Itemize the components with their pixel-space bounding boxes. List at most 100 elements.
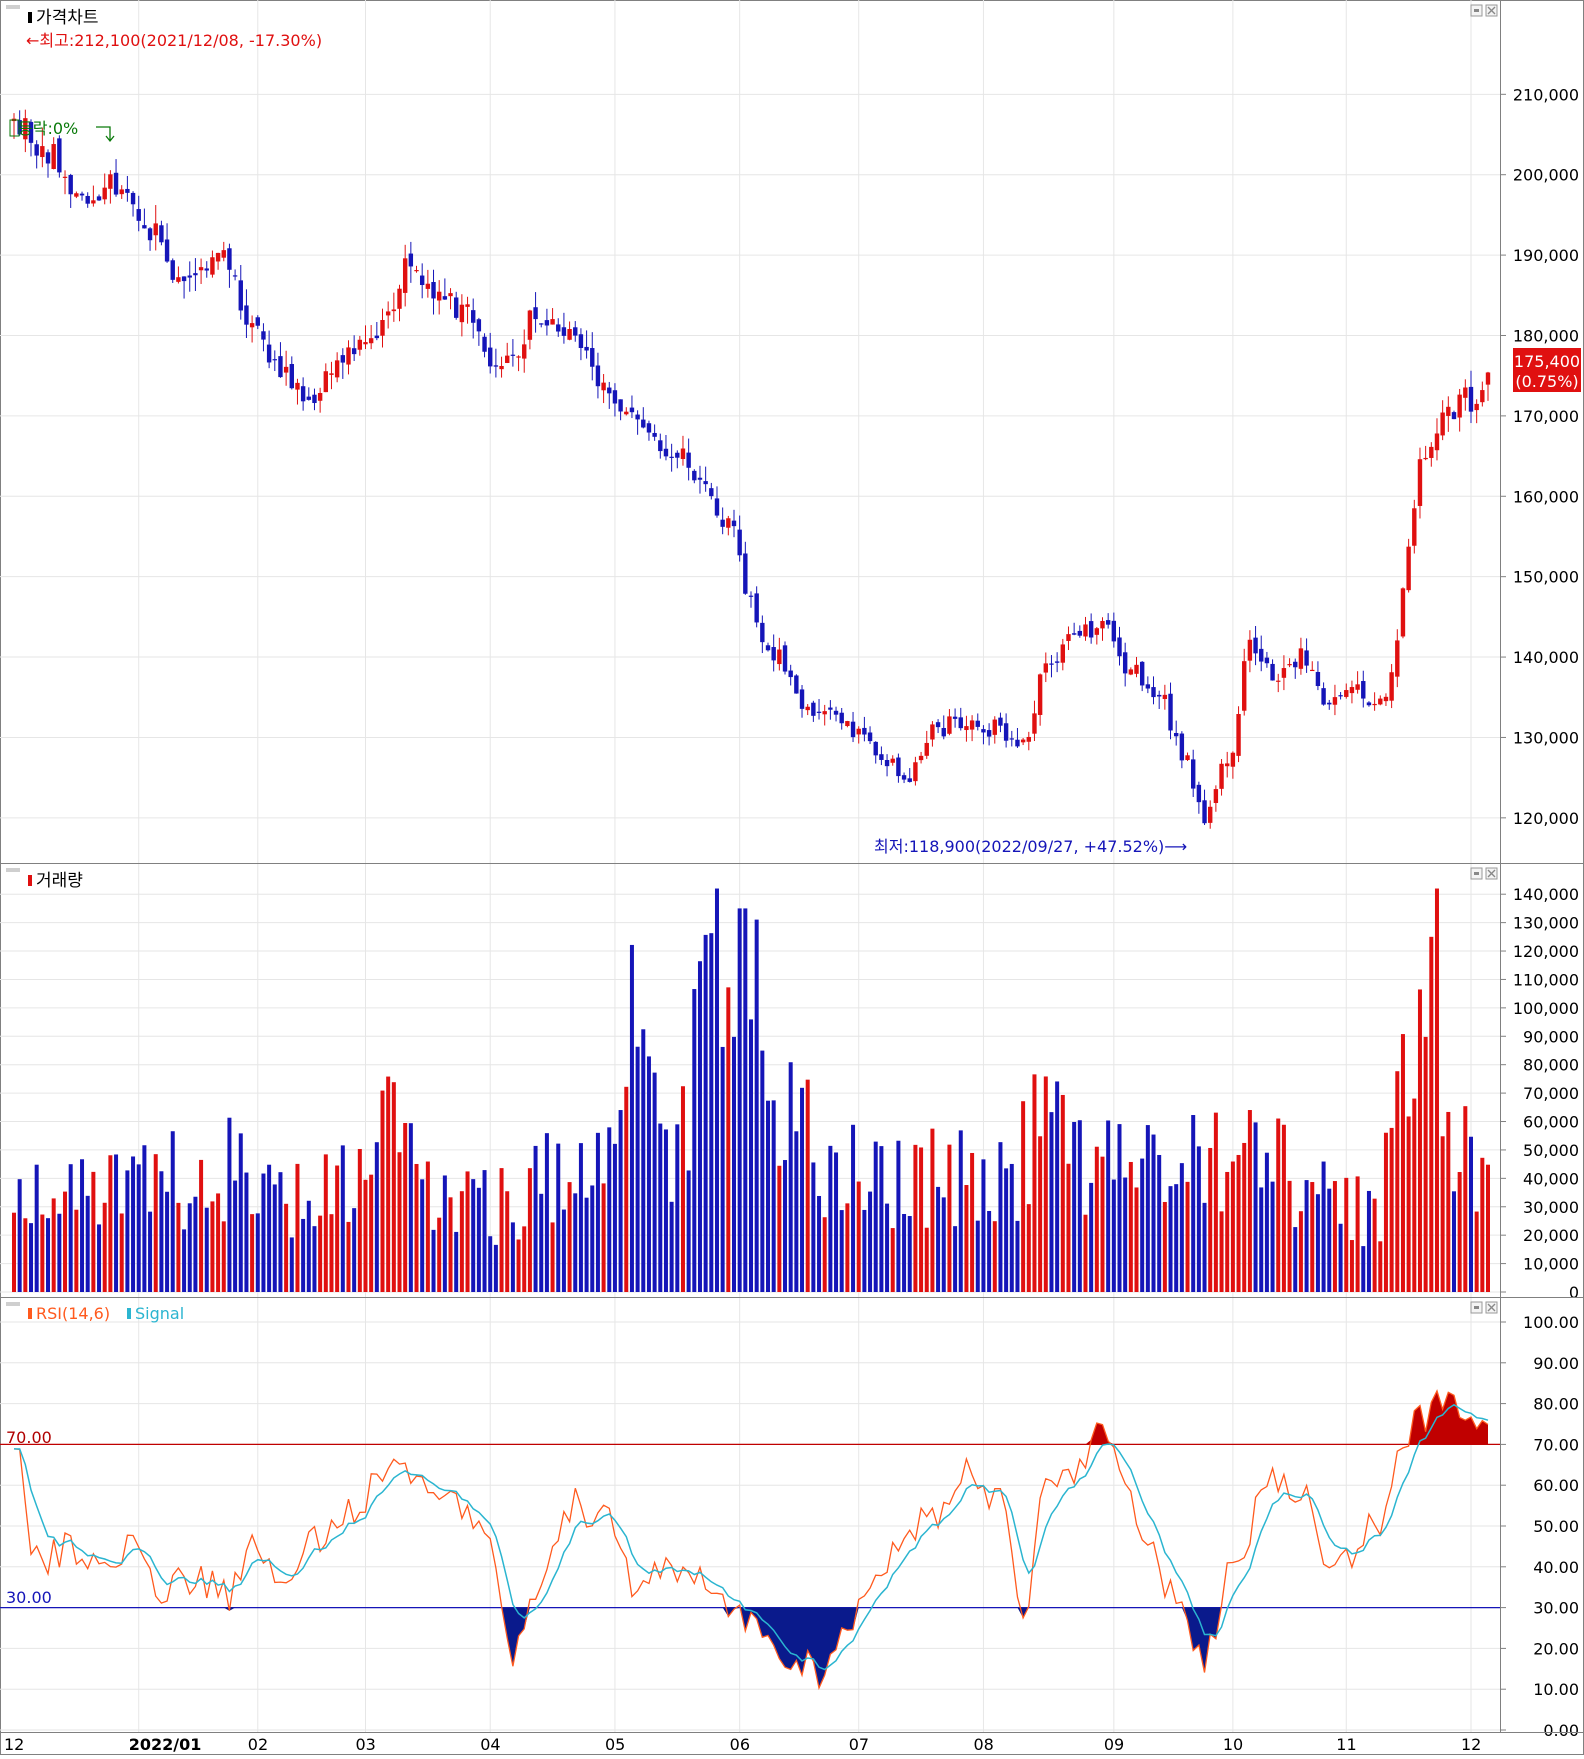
- volume-bar: [278, 1172, 283, 1292]
- volume-bar: [1185, 1181, 1190, 1292]
- volume-bar: [936, 1186, 941, 1292]
- candle-body: [896, 757, 901, 777]
- volume-bar: [1015, 1220, 1020, 1292]
- candle-body: [1446, 406, 1451, 416]
- volume-bar: [919, 1147, 924, 1292]
- candle-body: [334, 360, 340, 378]
- candle-body: [408, 253, 414, 267]
- candle-body: [992, 719, 997, 735]
- time-axis-label: 12: [4, 1735, 24, 1754]
- candle-body: [1156, 694, 1162, 697]
- candle-body: [1020, 739, 1026, 743]
- volume-bar: [1429, 936, 1434, 1292]
- candle-body: [227, 248, 232, 270]
- time-axis-label: 02: [248, 1735, 268, 1754]
- volume-bar: [669, 1201, 674, 1292]
- volume-bar: [1327, 1188, 1332, 1292]
- candle-body: [363, 342, 368, 345]
- volume-bar: [159, 1171, 164, 1292]
- candle-body: [748, 595, 754, 597]
- volume-bar: [1259, 1187, 1264, 1292]
- candle-body: [567, 329, 572, 340]
- volume-bar: [731, 1036, 736, 1292]
- volume-bar: [902, 1213, 907, 1292]
- candle-body: [1287, 664, 1292, 666]
- volume-bar: [1026, 1204, 1031, 1292]
- candle-body: [1344, 690, 1349, 697]
- price-tick-label: 120,000: [1513, 809, 1579, 828]
- volume-bar: [182, 1229, 187, 1292]
- candle-body: [635, 414, 640, 420]
- volume-bar: [1423, 1036, 1428, 1292]
- candle-body: [1179, 733, 1185, 761]
- volume-bar: [408, 1123, 413, 1292]
- volume-bar: [896, 1140, 901, 1292]
- volume-tick-label: 60,000: [1523, 1113, 1579, 1132]
- candle-body: [652, 432, 657, 437]
- candle-body: [1395, 640, 1400, 677]
- candle-body: [85, 195, 90, 204]
- candle-body: [1383, 696, 1389, 702]
- volume-bar: [68, 1164, 73, 1292]
- volume-bar: [981, 1159, 986, 1292]
- candle-body: [1015, 739, 1020, 747]
- candle-body: [1151, 687, 1156, 698]
- volume-bar: [760, 1050, 765, 1292]
- volume-bar: [295, 1163, 300, 1292]
- volume-bar: [142, 1145, 147, 1292]
- volume-bar: [754, 919, 759, 1292]
- candle-body: [731, 520, 737, 527]
- volume-bar: [323, 1154, 328, 1292]
- volume-bar: [783, 1160, 788, 1292]
- candle-body: [351, 348, 357, 355]
- candle-body: [646, 423, 652, 433]
- candle-body: [1332, 697, 1338, 705]
- volume-bar: [176, 1202, 181, 1292]
- volume-bar: [771, 1100, 776, 1292]
- candle-body: [1236, 714, 1241, 756]
- candle-body: [238, 280, 243, 311]
- volume-bar: [357, 1148, 362, 1292]
- rsi-panel-controls[interactable]: [1470, 1301, 1498, 1314]
- volume-bar: [40, 1214, 45, 1292]
- candle-body: [1485, 372, 1491, 385]
- volume-bar: [1287, 1180, 1292, 1292]
- volume-bar: [380, 1090, 385, 1292]
- time-axis-label: 04: [480, 1735, 500, 1754]
- volume-bar: [1151, 1134, 1156, 1292]
- candle-body: [505, 355, 510, 363]
- volume-bar: [958, 1130, 963, 1292]
- volume-bar: [1049, 1112, 1054, 1292]
- candle-body: [879, 754, 884, 760]
- volume-bar: [210, 1201, 215, 1292]
- candle-body: [1111, 620, 1117, 642]
- candle-body: [913, 762, 918, 782]
- volume-bar: [533, 1145, 538, 1292]
- volume-panel-controls[interactable]: [1470, 867, 1498, 880]
- candle-body: [232, 275, 238, 277]
- candle-body: [136, 209, 141, 221]
- volume-bar: [709, 933, 714, 1292]
- volume-bar: [34, 1164, 39, 1292]
- volume-bar: [488, 1236, 493, 1292]
- volume-bar: [397, 1152, 402, 1292]
- time-axis-label: 05: [605, 1735, 625, 1754]
- candle-body: [476, 319, 482, 332]
- volume-bar: [834, 1152, 839, 1292]
- candle-body: [833, 710, 839, 715]
- volume-bar: [233, 1180, 238, 1292]
- volume-bar: [737, 908, 742, 1292]
- candle-body: [941, 727, 946, 737]
- rsi-tick-label: 40.00: [1533, 1558, 1579, 1577]
- volume-bar: [1344, 1177, 1349, 1292]
- panel-grip-icon: [6, 868, 20, 872]
- volume-bar: [148, 1211, 153, 1292]
- series-marker-icon: [28, 12, 32, 23]
- candle-body: [1253, 637, 1258, 654]
- volume-bar: [987, 1210, 992, 1292]
- candle-body: [816, 711, 822, 713]
- candle-body: [1066, 634, 1071, 641]
- price-panel-controls[interactable]: [1470, 4, 1498, 17]
- rsi-tick-label: 50.00: [1533, 1517, 1579, 1536]
- candle-body: [278, 356, 283, 378]
